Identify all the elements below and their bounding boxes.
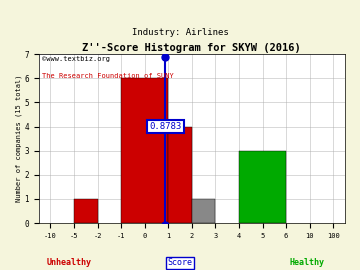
- Bar: [121, 78, 168, 223]
- Bar: [192, 199, 215, 223]
- Title: Z''-Score Histogram for SKYW (2016): Z''-Score Histogram for SKYW (2016): [82, 43, 301, 53]
- Bar: [239, 151, 286, 223]
- Bar: [74, 199, 98, 223]
- Text: Healthy: Healthy: [289, 258, 324, 267]
- Text: Score: Score: [167, 258, 193, 267]
- Text: ©www.textbiz.org: ©www.textbiz.org: [42, 56, 110, 62]
- Bar: [168, 127, 192, 223]
- Text: 0.8783: 0.8783: [149, 122, 181, 131]
- Text: The Research Foundation of SUNY: The Research Foundation of SUNY: [42, 73, 174, 79]
- Text: Industry: Airlines: Industry: Airlines: [132, 28, 228, 37]
- Y-axis label: Number of companies (15 total): Number of companies (15 total): [15, 75, 22, 202]
- Text: Unhealthy: Unhealthy: [47, 258, 92, 267]
